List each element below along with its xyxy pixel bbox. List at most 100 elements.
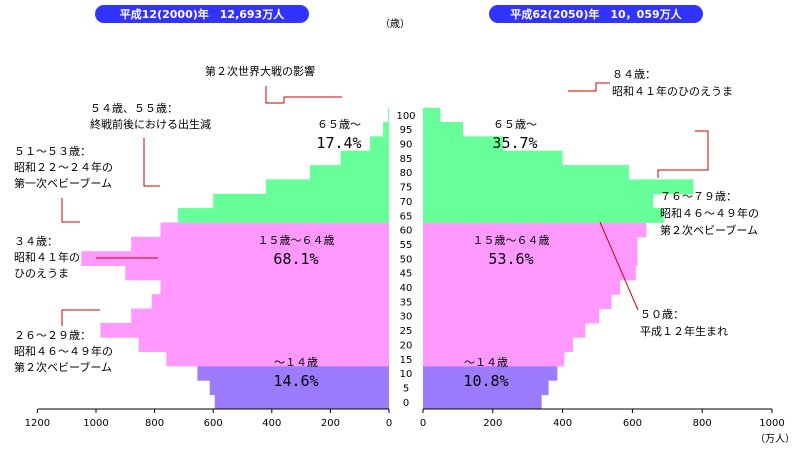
- age-tick-60: 60: [400, 226, 413, 237]
- right-bar-50-54: [423, 251, 638, 266]
- right-x-tick-200: 200: [483, 418, 502, 429]
- annotation-ww2-leader: [265, 86, 342, 104]
- right-band-label-0-14: 〜１４歳: [464, 356, 508, 369]
- left-title-bg: [95, 5, 309, 23]
- right-bar-0-4: [423, 394, 542, 410]
- right-bar-45-49: [423, 265, 636, 281]
- annotation-postwar-leader: [143, 138, 160, 187]
- annotation-second-baby-boom-right: ７６〜７９歳：昭和４６〜４９年の第２次ベビーブーム: [660, 190, 759, 237]
- annotation-second-boom-right-leader: [657, 130, 709, 178]
- age-tick-80: 80: [400, 168, 413, 179]
- age-tick-20: 20: [400, 340, 413, 351]
- age-tick-35: 35: [400, 297, 413, 308]
- annotation-born-2000-leader: [599, 221, 639, 311]
- right-title-bg: [489, 5, 703, 23]
- age-tick-95: 95: [400, 125, 413, 136]
- left-bar-45-49: [125, 265, 390, 281]
- annotation-second-boom-left-leader: [61, 309, 100, 326]
- age-tick-55: 55: [400, 240, 413, 251]
- right-bar-55-59: [423, 236, 638, 252]
- age-tick-5: 5: [403, 383, 409, 394]
- age-tick-65: 65: [400, 211, 413, 222]
- left-bar-55-59: [131, 236, 389, 252]
- left-bar-95-99: [383, 122, 389, 137]
- left-x-tick-1200: 1200: [25, 418, 50, 429]
- right-bar-40-44: [423, 279, 621, 295]
- left-bar-25-29: [100, 322, 390, 338]
- age-tick-100: 100: [396, 111, 415, 122]
- left-band-share-15-64: 68.1%: [273, 250, 318, 268]
- left-bar-5-9: [209, 380, 389, 396]
- age-tick-75: 75: [400, 183, 413, 194]
- right-bar-5-9: [423, 380, 549, 396]
- age-tick-50: 50: [400, 254, 413, 265]
- right-title: 平成62(2050)年 10，059万人: [510, 7, 682, 21]
- right-bar-15-19: [423, 351, 565, 367]
- left-bar-0-4: [214, 394, 389, 410]
- right-bar-35-39: [423, 294, 612, 309]
- right-bar-100+: [423, 107, 441, 123]
- right-bar-85-89: [423, 150, 563, 166]
- right-band-share-0-14: 10.8%: [463, 372, 508, 390]
- age-tick-10: 10: [400, 369, 413, 380]
- right-band-label-65+: ６５歳〜: [493, 118, 537, 131]
- left-bar-10-14: [197, 365, 389, 381]
- age-tick-70: 70: [400, 197, 413, 208]
- right-bar-10-14: [423, 365, 558, 381]
- left-bar-20-24: [138, 337, 389, 353]
- age-tick-30: 30: [400, 312, 413, 323]
- left-x-tick-800: 800: [145, 418, 164, 429]
- right-x-tick-600: 600: [623, 418, 642, 429]
- right-bar-30-34: [423, 308, 600, 324]
- age-tick-15: 15: [400, 355, 413, 366]
- left-bar-65-69: [178, 208, 389, 223]
- left-bar-85-89: [340, 150, 389, 166]
- left-bar-90-94: [370, 136, 389, 152]
- left-bar-50-54: [81, 251, 390, 266]
- left-x-tick-0: 0: [386, 418, 392, 429]
- left-bar-35-39: [151, 294, 389, 309]
- left-bar-80-84: [309, 165, 389, 180]
- left-band-label-0-14: 〜１４歳: [274, 356, 318, 369]
- right-band-label-15-64: １５歳〜６４歳: [473, 234, 550, 247]
- right-bar-95-99: [423, 122, 464, 137]
- right-bar-20-24: [423, 337, 574, 353]
- age-tick-0: 0: [403, 398, 409, 409]
- age-tick-90: 90: [400, 140, 413, 151]
- right-bar-60-64: [423, 222, 647, 238]
- right-bar-65-69: [423, 208, 664, 223]
- left-bar-70-74: [213, 193, 389, 209]
- left-bar-15-19: [166, 351, 389, 367]
- left-bar-75-79: [265, 179, 389, 195]
- annotation-ww2-effect: 第２次世界大戦の影響: [205, 64, 315, 78]
- annotation-second-baby-boom-left: ２６〜２９歳：昭和４６〜４９年の第２次ベビーブーム: [14, 329, 113, 374]
- left-band-share-0-14: 14.6%: [273, 372, 318, 390]
- right-x-tick-1000: 1000: [759, 418, 784, 429]
- x-unit-label: （万人）: [755, 433, 795, 445]
- age-tick-40: 40: [400, 283, 413, 294]
- left-bar-60-64: [160, 222, 389, 238]
- left-bar-30-34: [131, 308, 389, 324]
- left-title: 平成12(2000)年 12,693万人: [120, 7, 285, 21]
- right-x-tick-800: 800: [693, 418, 712, 429]
- left-band-label-65+: ６５歳〜: [317, 118, 361, 131]
- right-band-share-15-64: 53.6%: [488, 250, 533, 268]
- annotation-hinoeuma-right-leader: [568, 82, 610, 92]
- right-bar-80-84: [423, 165, 629, 180]
- left-bar-40-44: [160, 279, 389, 295]
- left-x-tick-600: 600: [204, 418, 223, 429]
- left-band-share-65+: 17.4%: [316, 134, 361, 152]
- left-band-label-15-64: １５歳〜６４歳: [258, 234, 335, 247]
- right-x-tick-400: 400: [553, 418, 572, 429]
- annotation-first-baby-boom: ５１〜５３歳：昭和２２〜２４年の第一次ベビーブーム: [14, 145, 113, 190]
- left-x-tick-400: 400: [262, 418, 281, 429]
- right-x-tick-0: 0: [420, 418, 426, 429]
- right-bar-75-79: [423, 179, 694, 195]
- age-tick-25: 25: [400, 326, 413, 337]
- age-tick-85: 85: [400, 154, 413, 165]
- age-unit-label: （歳）: [380, 18, 410, 30]
- left-x-tick-1000: 1000: [83, 418, 108, 429]
- right-bar-70-74: [423, 193, 654, 209]
- annotation-first-boom-leader: [61, 198, 80, 223]
